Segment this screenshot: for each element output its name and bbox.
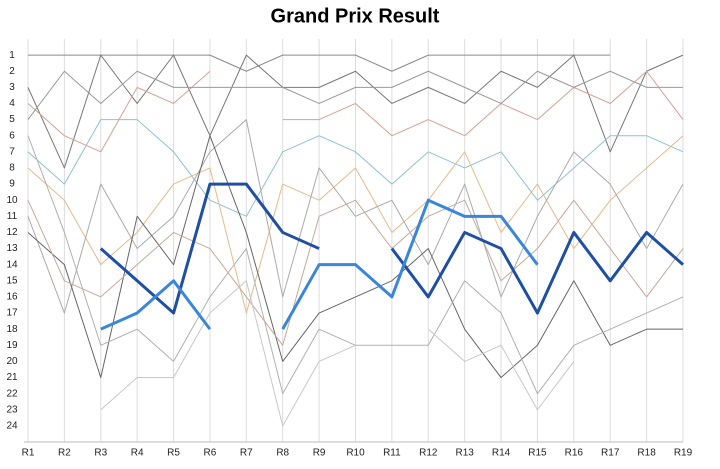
x-tick-label: R11: [383, 448, 401, 459]
series-line: [282, 70, 684, 137]
series-line: [100, 280, 356, 427]
x-tick-label: R15: [528, 448, 547, 459]
y-tick-label: 12: [6, 227, 18, 238]
y-tick-label: 14: [6, 259, 18, 270]
y-tick-label: 23: [6, 404, 18, 415]
series-line: [427, 328, 575, 411]
y-tick-label: 16: [6, 292, 18, 303]
y-tick-label: 10: [6, 195, 18, 206]
y-tick-label: 9: [9, 179, 15, 190]
y-tick-label: 7: [9, 146, 15, 157]
x-tick-label: R5: [167, 448, 180, 459]
y-tick-label: 2: [9, 66, 15, 77]
series-line: [27, 199, 684, 346]
x-tick-label: R12: [419, 448, 438, 459]
x-tick-label: R13: [455, 448, 474, 459]
x-tick-label: R4: [131, 448, 144, 459]
series-line: [27, 119, 684, 314]
series-line: [28, 54, 611, 72]
y-tick-label: 11: [7, 211, 18, 222]
y-tick-label: 22: [6, 388, 18, 399]
x-tick-label: R16: [565, 448, 584, 459]
x-tick-label: R19: [674, 448, 693, 459]
y-tick-label: 17: [6, 308, 18, 319]
y-tick-label: 19: [6, 340, 18, 351]
series-line: [27, 119, 684, 217]
x-tick-label: R1: [22, 448, 35, 459]
y-tick-label: 15: [6, 275, 18, 286]
series-line: [27, 70, 683, 120]
y-tick-label: 20: [6, 356, 18, 367]
y-tick-label: 13: [6, 243, 18, 254]
x-tick-label: R17: [601, 448, 620, 459]
series-line: [390, 230, 684, 315]
x-tick-label: R6: [204, 448, 217, 459]
y-tick-label: 24: [6, 421, 18, 432]
y-tick-label: 1: [9, 50, 15, 61]
x-tick-label: R9: [313, 448, 326, 459]
y-tick-label: 21: [6, 372, 18, 383]
x-tick-label: R3: [94, 448, 107, 459]
x-tick-label: R2: [58, 448, 71, 459]
series-line: [27, 54, 684, 169]
series-line: [27, 135, 684, 314]
series-line: [281, 198, 539, 330]
chart-title: Grand Prix Result: [271, 5, 440, 27]
x-tick-label: R18: [637, 448, 656, 459]
x-tick-label: R7: [240, 448, 253, 459]
series-line: [99, 182, 320, 315]
x-tick-label: R14: [492, 448, 511, 459]
y-tick-label: 8: [9, 163, 15, 174]
series-line: [100, 279, 212, 331]
series-line: [27, 135, 683, 379]
x-tick-label: R8: [276, 448, 289, 459]
y-tick-label: 6: [9, 130, 15, 141]
x-tick-label: R10: [346, 448, 365, 459]
y-tick-label: 4: [9, 98, 15, 109]
y-tick-label: 5: [9, 114, 15, 125]
y-tick-label: 3: [9, 82, 15, 93]
y-tick-label: 18: [6, 324, 18, 335]
